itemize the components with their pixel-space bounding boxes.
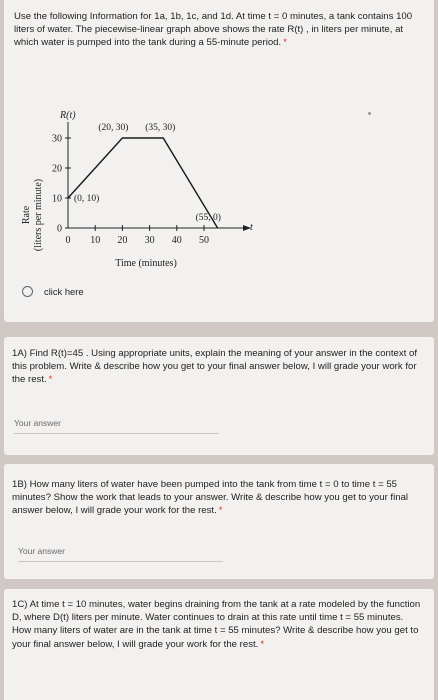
x-tick-label: 30 (145, 235, 155, 246)
answer-underline (18, 561, 223, 562)
radio-button[interactable] (22, 286, 33, 297)
answer-input-1a[interactable]: Your answer (14, 418, 61, 428)
point-label: (20, 30) (98, 122, 128, 133)
required-asterisk: * (48, 374, 53, 386)
question-text-1c: 1C) At time t = 10 minutes, water begins… (12, 598, 424, 651)
series-line (67, 137, 219, 229)
rate-graph: Rate (liters per minute) R(t) t Time (mi… (21, 110, 253, 269)
x-tick-label: 50 (199, 235, 209, 246)
radio-option-click-here[interactable]: click here (22, 286, 84, 297)
point-label: (0, 10) (74, 193, 99, 204)
t-axis-label: t (250, 222, 253, 233)
question-text-1a: 1A) Find R(t)=45 . Using appropriate uni… (12, 347, 424, 387)
y-tick-label: 0 (57, 224, 62, 235)
point-labels: (0, 10) (20, 30) (35, 30) (55, 0) (74, 122, 221, 223)
y-axis-label: Rate (liters per minute) (21, 179, 44, 251)
x-tick-label: 40 (172, 235, 182, 246)
x-tick-label: 20 (117, 235, 127, 246)
y-axis-label-line1: Rate (21, 205, 32, 224)
question-intro-body: Use the following Information for 1a, 1b… (14, 11, 413, 49)
function-label: R(t) (59, 110, 76, 121)
question-text-1b: 1B) How many liters of water have been p… (12, 478, 424, 518)
answer-input-1b[interactable]: Your answer (18, 546, 65, 556)
required-asterisk: * (283, 37, 287, 49)
y-ticks: 0 10 20 30 (52, 134, 71, 235)
question-card-1b: 1B) How many liters of water have been p… (4, 464, 434, 579)
question-1c-body: 1C) At time t = 10 minutes, water begins… (12, 599, 421, 650)
question-1a-body: 1A) Find R(t)=45 . Using appropriate uni… (12, 348, 418, 386)
question-card-1a: 1A) Find R(t)=45 . Using appropriate uni… (4, 337, 434, 455)
x-tick-label: 10 (90, 235, 100, 246)
y-tick-label: 30 (52, 134, 62, 145)
x-tick-label: 0 (66, 235, 71, 246)
y-axis-label-line2: (liters per minute) (33, 179, 44, 251)
answer-underline (14, 433, 219, 434)
required-asterisk: * (218, 505, 223, 517)
point-label: (55, 0) (196, 212, 221, 223)
question-card-1c: 1C) At time t = 10 minutes, water begins… (4, 589, 434, 700)
question-1b-body: 1B) How many liters of water have been p… (12, 479, 409, 517)
dot-marker (368, 112, 371, 115)
x-axis-label: Time (minutes) (115, 258, 177, 269)
radio-label[interactable]: click here (44, 286, 84, 297)
y-tick-label: 10 (52, 194, 62, 205)
point-label: (35, 30) (145, 122, 175, 133)
y-tick-label: 20 (52, 164, 62, 175)
series-lines (67, 137, 219, 229)
required-asterisk: * (260, 638, 265, 650)
x-ticks: 0 10 20 30 40 50 (66, 225, 209, 246)
question-card-intro: Use the following Information for 1a, 1b… (4, 0, 434, 322)
question-text-intro: Use the following Information for 1a, 1b… (14, 10, 424, 50)
